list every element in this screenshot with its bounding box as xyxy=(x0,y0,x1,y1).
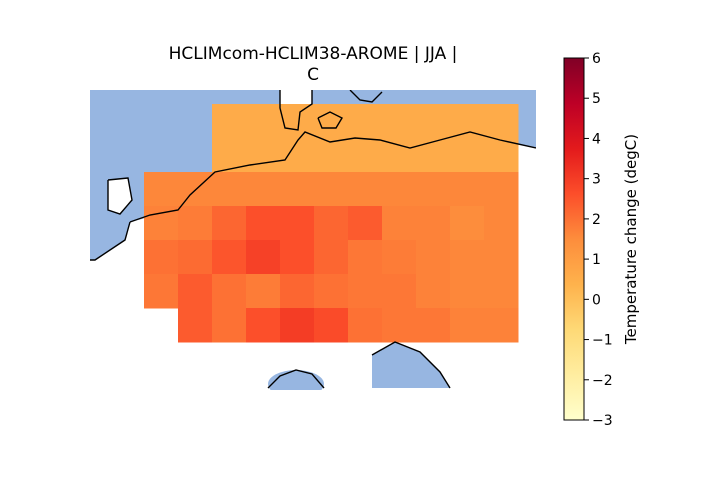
grid-cell xyxy=(314,308,349,343)
grid-cell xyxy=(348,138,383,173)
chart-title-line1: HCLIMcom-HCLIM38-AROME | JJA | xyxy=(169,44,458,64)
colorbar-gradient-bar xyxy=(563,57,585,421)
grid-cell xyxy=(450,138,485,173)
grid-cell xyxy=(212,308,247,343)
grid-cell xyxy=(382,138,417,173)
grid-cell xyxy=(212,104,247,139)
adriatic-sea xyxy=(372,342,450,388)
chart-title-line2: C xyxy=(307,65,319,85)
grid-cell xyxy=(416,104,451,139)
france-coast xyxy=(90,221,131,261)
grid-cell xyxy=(484,138,519,173)
grid-cell xyxy=(450,308,485,343)
map-area xyxy=(90,90,536,390)
grid-cell xyxy=(314,138,349,173)
grid-cell xyxy=(246,274,281,309)
grid-cell xyxy=(144,240,179,275)
grid-cell xyxy=(416,138,451,173)
italy-east-coast xyxy=(371,341,451,389)
grid-cell xyxy=(314,240,349,275)
danish-islands xyxy=(317,111,343,129)
grid-cell xyxy=(450,206,485,241)
grid-cell xyxy=(450,240,485,275)
grid-cell xyxy=(144,274,179,309)
grid-cell xyxy=(348,274,383,309)
britain-coast xyxy=(107,177,133,215)
grid-cell xyxy=(314,172,349,207)
grid-cell xyxy=(178,240,213,275)
grid-cell xyxy=(178,308,213,343)
italy-west-coast xyxy=(267,369,325,389)
colorbar-ticks: 6 5 4 3 2 1 0 −1 −2 −3 xyxy=(584,51,613,429)
coastlines xyxy=(90,90,536,389)
grid-cell xyxy=(382,172,417,207)
colorbar-tick-label: 4 xyxy=(592,131,601,147)
grid-cell xyxy=(246,308,281,343)
colorbar: 6 5 4 3 2 1 0 −1 −2 −3 Temperature change (degC) xyxy=(563,51,640,429)
grid-cell xyxy=(144,172,179,207)
grid-cell xyxy=(484,308,519,343)
grid-cell xyxy=(416,172,451,207)
colorbar-tick-label: 1 xyxy=(592,252,601,268)
grid-cell xyxy=(348,240,383,275)
grid-cell xyxy=(246,206,281,241)
data-grid xyxy=(144,104,519,343)
colorbar-tick-label: −2 xyxy=(592,373,613,389)
grid-cell xyxy=(484,104,519,139)
grid-cell xyxy=(144,206,179,241)
grid-cell xyxy=(484,206,519,241)
great-britain xyxy=(108,178,132,214)
grid-cell xyxy=(348,308,383,343)
sweden-coast xyxy=(349,90,383,103)
grid-cell xyxy=(280,172,315,207)
grid-cell xyxy=(348,206,383,241)
ligurian-sea xyxy=(268,370,324,390)
grid-cell xyxy=(212,172,247,207)
grid-cell xyxy=(450,274,485,309)
grid-cell xyxy=(280,138,315,173)
colorbar-tick-label: 6 xyxy=(592,51,601,67)
colorbar-tick-label: 3 xyxy=(592,172,601,188)
north-coast xyxy=(129,131,536,223)
colorbar-tick-label: 5 xyxy=(592,91,601,107)
grid-cell xyxy=(382,104,417,139)
grid-cell xyxy=(178,206,213,241)
grid-cell xyxy=(246,104,281,139)
colorbar-tick-label: 2 xyxy=(592,212,601,228)
grid-cell xyxy=(416,308,451,343)
grid-cell xyxy=(280,274,315,309)
colorbar-tick-label: 0 xyxy=(592,292,601,308)
grid-cell xyxy=(212,240,247,275)
grid-cell xyxy=(212,274,247,309)
grid-cell xyxy=(314,274,349,309)
grid-cell xyxy=(348,104,383,139)
grid-cell xyxy=(416,240,451,275)
grid-cell xyxy=(382,308,417,343)
grid-cell xyxy=(280,308,315,343)
grid-cell xyxy=(416,274,451,309)
grid-cell xyxy=(382,240,417,275)
grid-cell xyxy=(348,172,383,207)
grid-cell xyxy=(450,172,485,207)
grid-cell xyxy=(212,206,247,241)
grid-cell xyxy=(246,240,281,275)
grid-cell xyxy=(178,274,213,309)
jutland-coast xyxy=(279,90,313,131)
colorbar-tick-label: −3 xyxy=(592,413,613,429)
grid-cell xyxy=(246,138,281,173)
colorbar-label: Temperature change (degC) xyxy=(622,134,640,345)
grid-cell xyxy=(280,240,315,275)
grid-cell xyxy=(416,206,451,241)
colorbar-tick-label: −1 xyxy=(592,333,613,349)
grid-cell xyxy=(280,206,315,241)
grid-cell xyxy=(382,274,417,309)
grid-cell xyxy=(246,172,281,207)
grid-cell xyxy=(484,172,519,207)
grid-cell xyxy=(484,240,519,275)
grid-cell xyxy=(382,206,417,241)
grid-cell xyxy=(314,206,349,241)
grid-cell xyxy=(484,274,519,309)
